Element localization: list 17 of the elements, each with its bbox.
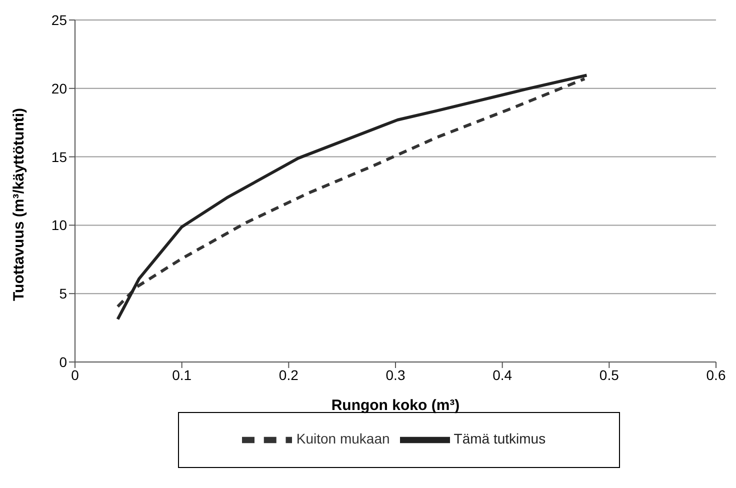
x-tick-label: 0.1: [172, 366, 192, 383]
y-tick-label: 10: [51, 217, 68, 234]
x-tick-label: 0.6: [706, 366, 726, 383]
y-tick-label: 0: [59, 354, 68, 370]
x-tick-label: 0.5: [599, 366, 620, 383]
y-tick-label: 25: [51, 12, 68, 28]
y-tick-label: 20: [51, 80, 68, 96]
x-axis-title: Rungon koko (m³): [331, 397, 460, 414]
legend-label: Kuiton mukaan: [296, 430, 390, 447]
x-tick-label: 0.2: [278, 366, 299, 383]
x-tick-label: 0.3: [386, 366, 406, 383]
y-tick-label: 15: [51, 148, 68, 165]
y-axis-title: Tuottavuus (m³/käyttötunti): [10, 108, 28, 301]
x-tick-label: 0: [71, 366, 80, 383]
y-tick-label: 5: [59, 286, 68, 302]
x-tick-label: 0.4: [492, 366, 512, 383]
legend-label: Tämä tutkimus: [454, 430, 546, 447]
